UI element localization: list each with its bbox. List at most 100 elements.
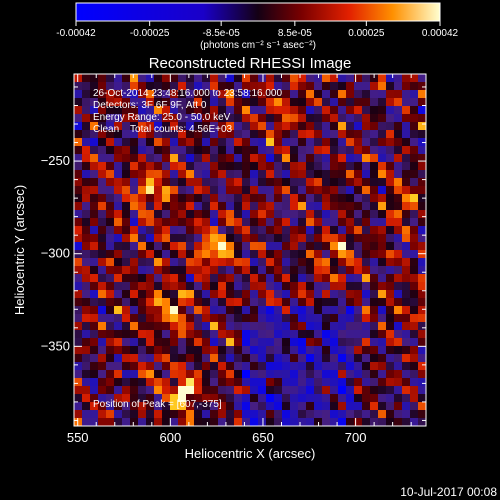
heatmap-cell [386,74,395,83]
heatmap-cell [362,218,371,227]
heatmap-cell [106,170,115,179]
heatmap-cell [218,306,227,315]
heatmap-cell [250,154,259,163]
heatmap-cell [218,338,227,347]
heatmap-cell [370,346,379,355]
heatmap-cell [210,106,219,115]
heatmap-cell [242,162,251,171]
heatmap-cell [98,98,107,107]
heatmap-cell [186,74,195,83]
heatmap-cell [362,114,371,123]
heatmap-cell [82,290,91,299]
heatmap-cell [90,106,99,115]
heatmap-cell [402,210,411,219]
heatmap-cell [266,258,275,267]
heatmap-cell [122,274,131,283]
heatmap-cell [234,418,243,426]
heatmap-cell [306,130,315,139]
heatmap-cell [354,338,363,347]
heatmap-cell [202,146,211,155]
heatmap-cell [234,138,243,147]
heatmap-cell [202,194,211,203]
heatmap-cell [178,402,187,411]
heatmap-cell [378,178,387,187]
heatmap-cell [330,114,339,123]
annotation-time-range: 26-Oct-2014 23:48:16.000 to 23:58:16.000 [93,88,282,99]
heatmap-cell [314,114,323,123]
heatmap-cell [322,258,331,267]
heatmap-cell [162,290,171,299]
heatmap-cell [274,378,283,387]
heatmap-cell [234,394,243,403]
heatmap-cell [282,186,291,195]
heatmap-cell [274,306,283,315]
heatmap-cell [218,90,227,99]
heatmap-cell [410,130,419,139]
heatmap-cell [82,322,91,331]
heatmap-cell [234,146,243,155]
heatmap-cell [210,114,219,123]
heatmap-cell [98,242,107,251]
heatmap-cell [74,226,83,235]
heatmap-cell [346,130,355,139]
heatmap-cell [314,314,323,323]
heatmap-cell [202,90,211,99]
heatmap-cell [378,378,387,387]
heatmap-cell [242,282,251,291]
heatmap-cell [282,266,291,275]
heatmap-cell [418,210,426,219]
heatmap-cell [386,266,395,275]
heatmap-cell [146,290,155,299]
heatmap-cell [154,290,163,299]
heatmap-cell [202,298,211,307]
heatmap-cell [194,122,203,131]
heatmap-cell [90,250,99,259]
heatmap-cell [258,194,267,203]
heatmap-cell [122,242,131,251]
heatmap-cell [314,330,323,339]
heatmap-cell [234,258,243,267]
heatmap-cell [338,82,347,91]
heatmap-cell [138,354,147,363]
heatmap-cell [282,178,291,187]
heatmap-cell [138,194,147,203]
heatmap-cell [402,82,411,91]
heatmap-cell [410,218,419,227]
heatmap-cell [130,234,139,243]
heatmap-cell [82,282,91,291]
heatmap-cell [394,90,403,99]
heatmap-cell [322,242,331,251]
heatmap-cell [74,90,83,99]
heatmap-cell [346,298,355,307]
heatmap-cell [114,402,123,411]
heatmap-cell [178,98,187,107]
heatmap-cell [274,330,283,339]
heatmap-cell [314,106,323,115]
heatmap-cell [186,298,195,307]
heatmap-cell [162,146,171,155]
heatmap-cell [370,266,379,275]
heatmap-cell [298,90,307,99]
heatmap-cell [282,274,291,283]
heatmap-cell [242,74,251,83]
heatmap-cell [194,234,203,243]
heatmap-cell [130,394,139,403]
heatmap-cell [90,306,99,315]
heatmap-cell [370,354,379,363]
heatmap-cell [410,162,419,171]
heatmap-cell [242,122,251,131]
heatmap-cell [202,338,211,347]
heatmap-cell [346,274,355,283]
heatmap-cell [282,322,291,331]
heatmap-cell [370,322,379,331]
heatmap-cell [322,74,331,83]
heatmap-cell [282,410,291,419]
heatmap-cell [90,322,99,331]
heatmap-cell [138,290,147,299]
heatmap-cell [162,138,171,147]
heatmap-cell [258,410,267,419]
heatmap-cell [250,322,259,331]
heatmap-cell [194,226,203,235]
heatmap-cell [90,242,99,251]
heatmap-cell [314,306,323,315]
